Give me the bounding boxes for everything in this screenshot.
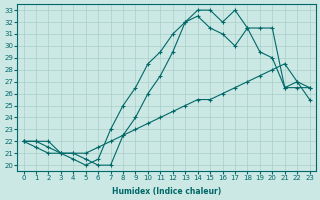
X-axis label: Humidex (Indice chaleur): Humidex (Indice chaleur) <box>112 187 221 196</box>
